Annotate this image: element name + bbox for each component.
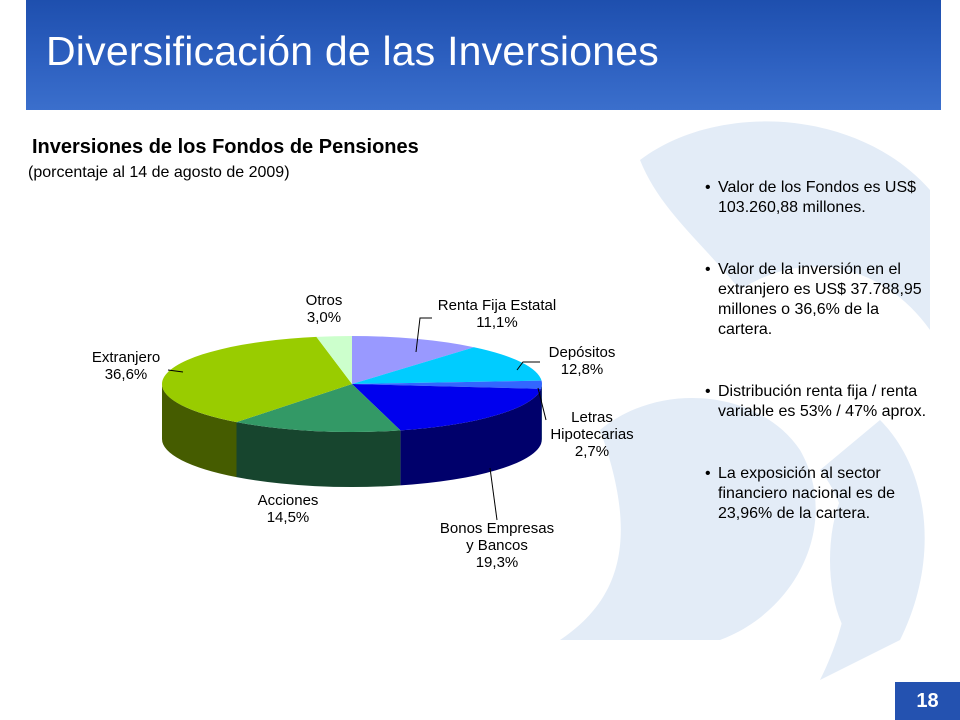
bullet-item-fixed-variable: Distribución renta fija / renta variable… xyxy=(705,382,935,422)
pie-label-depositos: Depósitos 12,8% xyxy=(549,344,616,378)
chart-subtitle: (porcentaje al 14 de agosto de 2009) xyxy=(28,164,290,181)
pie-side-letras-hipotecarias xyxy=(541,384,542,444)
pie-slice-acciones xyxy=(236,384,401,433)
pie-label-otros: Otros 3,0% xyxy=(306,292,343,326)
pie-leader-renta-fija-estatal xyxy=(415,317,432,353)
pie-slice-otros xyxy=(316,336,352,384)
bullet-item-financial-exposure: La exposición al sector financiero nacio… xyxy=(705,464,935,524)
pie-leader-depositos xyxy=(516,361,540,371)
pie-slice-depositos xyxy=(352,347,542,384)
chart-title: Inversiones de los Fondos de Pensiones xyxy=(32,136,419,158)
pie-slice-letras-hipotecarias xyxy=(352,380,543,389)
slide-title: Diversificación de las Inversiones xyxy=(46,28,659,74)
pie-slice-renta-fija-estatal xyxy=(352,336,475,384)
bullet-item-fund-value: Valor de los Fondos es US$ 103.260,88 mi… xyxy=(705,178,935,218)
pie-side-extranjero xyxy=(162,384,237,478)
slide-header: Diversificación de las Inversiones xyxy=(26,0,941,110)
pie-side-bonos-empresas-y-bancos xyxy=(400,388,542,486)
pie-side-acciones xyxy=(236,422,401,488)
pie-label-letras-hipotecarias: Letras Hipotecarias 2,7% xyxy=(550,409,633,460)
pie-leader-bonos-empresas-y-bancos xyxy=(489,467,498,521)
bullet-list: Valor de los Fondos es US$ 103.260,88 mi… xyxy=(705,178,935,566)
bullet-item-foreign-investment: Valor de la inversión en el extranjero e… xyxy=(705,260,935,340)
pie-label-acciones: Acciones 14,5% xyxy=(258,492,319,526)
pie-slice-bonos-empresas-y-bancos xyxy=(352,384,542,431)
pie-label-extranjero: Extranjero 36,6% xyxy=(92,349,160,383)
pie-slice-extranjero xyxy=(161,336,352,423)
pie-leader-extranjero xyxy=(167,369,184,373)
pie-leader-letras-hipotecarias xyxy=(537,387,547,421)
pie-label-renta-fija-estatal: Renta Fija Estatal 11,1% xyxy=(438,297,556,331)
page-number: 18 xyxy=(895,682,960,720)
pie-label-bonos-empresas-y-bancos: Bonos Empresas y Bancos 19,3% xyxy=(440,520,554,571)
